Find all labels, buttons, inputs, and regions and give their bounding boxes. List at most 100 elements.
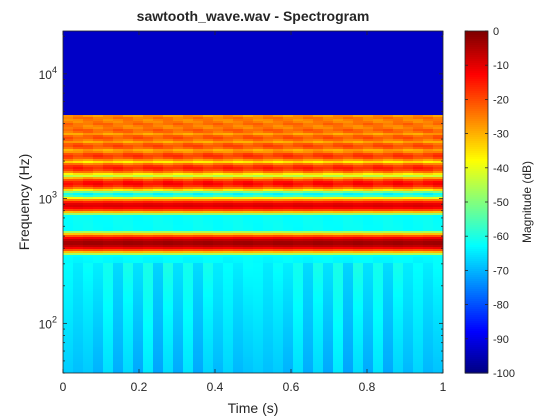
spectrogram-cell <box>403 227 414 230</box>
spectrogram-cell <box>263 159 274 162</box>
spectrogram-cell <box>323 45 334 48</box>
spectrogram-cell <box>313 53 324 56</box>
spectrogram-cell <box>103 127 114 130</box>
spectrogram-cell <box>393 283 404 286</box>
spectrogram-cell <box>123 47 134 50</box>
spectrogram-cell <box>313 269 324 272</box>
spectrogram-cell <box>293 185 304 188</box>
spectrogram-cell <box>263 229 274 232</box>
spectrogram-cell <box>313 227 324 230</box>
spectrogram-cell <box>293 69 304 72</box>
spectrogram-cell <box>143 119 154 122</box>
spectrogram-cell <box>423 233 434 236</box>
spectrogram-cell <box>103 291 114 294</box>
spectrogram-cell <box>233 195 244 198</box>
spectrogram-cell <box>183 199 194 202</box>
spectrogram-cell <box>243 55 254 58</box>
spectrogram-cell <box>263 101 274 104</box>
spectrogram-cell <box>123 249 134 252</box>
spectrogram-cell <box>373 159 384 162</box>
spectrogram-cell <box>373 269 384 272</box>
spectrogram-cell <box>273 139 284 142</box>
spectrogram-cell <box>353 61 364 64</box>
spectrogram-cell <box>73 127 84 130</box>
spectrogram-cell <box>163 245 174 248</box>
spectrogram-cell <box>233 281 244 284</box>
spectrogram-cell <box>353 201 364 204</box>
spectrogram-cell <box>333 209 344 212</box>
spectrogram-cell <box>233 85 244 88</box>
spectrogram-cell <box>373 169 384 172</box>
spectrogram-cell <box>433 189 443 192</box>
spectrogram-cell <box>253 207 264 210</box>
spectrogram-cell <box>263 213 274 216</box>
spectrogram-cell <box>373 277 384 280</box>
spectrogram-cell <box>63 247 74 250</box>
spectrogram-cell <box>353 63 364 66</box>
spectrogram-cell <box>223 259 234 262</box>
spectrogram-cell <box>123 145 134 148</box>
spectrogram-cell <box>393 77 404 80</box>
spectrogram-cell <box>223 131 234 134</box>
spectrogram-cell <box>393 87 404 90</box>
spectrogram-cell <box>333 99 344 102</box>
spectrogram-cell <box>413 131 424 134</box>
spectrogram-cell <box>273 77 284 80</box>
spectrogram-cell <box>403 201 414 204</box>
spectrogram-cell <box>313 89 324 92</box>
spectrogram-cell <box>253 275 264 278</box>
spectrogram-cell <box>83 251 94 254</box>
spectrogram-cell <box>363 37 374 40</box>
spectrogram-cell <box>193 147 204 150</box>
spectrogram-cell <box>283 237 294 240</box>
spectrogram-cell <box>253 103 264 106</box>
spectrogram-cell <box>173 219 184 222</box>
spectrogram-cell <box>333 151 344 154</box>
spectrogram-cell <box>413 183 424 186</box>
spectrogram-cell <box>293 139 304 142</box>
spectrogram-cell <box>373 229 384 232</box>
spectrogram-cell <box>353 91 364 94</box>
spectrogram-cell <box>373 225 384 228</box>
spectrogram-cell <box>193 77 204 80</box>
spectrogram-cell <box>113 69 124 72</box>
spectrogram-cell <box>223 133 234 136</box>
spectrogram-cell <box>133 69 144 72</box>
spectrogram-cell <box>363 197 374 200</box>
spectrogram-cell <box>233 51 244 54</box>
spectrogram-cell <box>283 89 294 92</box>
spectrogram-cell <box>203 237 214 240</box>
spectrogram-cell <box>253 45 264 48</box>
spectrogram-cell <box>133 107 144 110</box>
spectrogram-cell <box>73 157 84 160</box>
spectrogram-cell <box>73 195 84 198</box>
spectrogram-cell <box>433 271 443 274</box>
spectrogram-cell <box>403 273 414 276</box>
spectrogram-cell <box>203 279 214 282</box>
spectrogram-cell <box>323 117 334 120</box>
spectrogram-cell <box>183 77 194 80</box>
spectrogram-cell <box>133 209 144 212</box>
spectrogram-cell <box>393 133 404 136</box>
spectrogram-cell <box>103 69 114 72</box>
spectrogram-cell <box>353 39 364 42</box>
spectrogram-cell <box>243 227 254 230</box>
spectrogram-cell <box>423 187 434 190</box>
spectrogram-cell <box>153 73 164 76</box>
spectrogram-cell <box>263 157 274 160</box>
spectrogram-cell <box>113 281 124 284</box>
spectrogram-cell <box>113 125 124 128</box>
spectrogram-cell <box>153 35 164 38</box>
spectrogram-cell <box>153 225 164 228</box>
spectrogram-cell <box>153 245 164 248</box>
spectrogram-cell <box>233 163 244 166</box>
spectrogram-cell <box>173 191 184 194</box>
spectrogram-cell <box>63 69 74 72</box>
spectrogram-cell <box>263 81 274 84</box>
spectrogram-cell <box>413 255 424 258</box>
spectrogram-cell <box>283 149 294 152</box>
spectrogram-cell <box>93 211 104 214</box>
spectrogram-cell <box>313 137 324 140</box>
spectrogram-cell <box>313 167 324 170</box>
spectrogram-cell <box>303 259 314 262</box>
